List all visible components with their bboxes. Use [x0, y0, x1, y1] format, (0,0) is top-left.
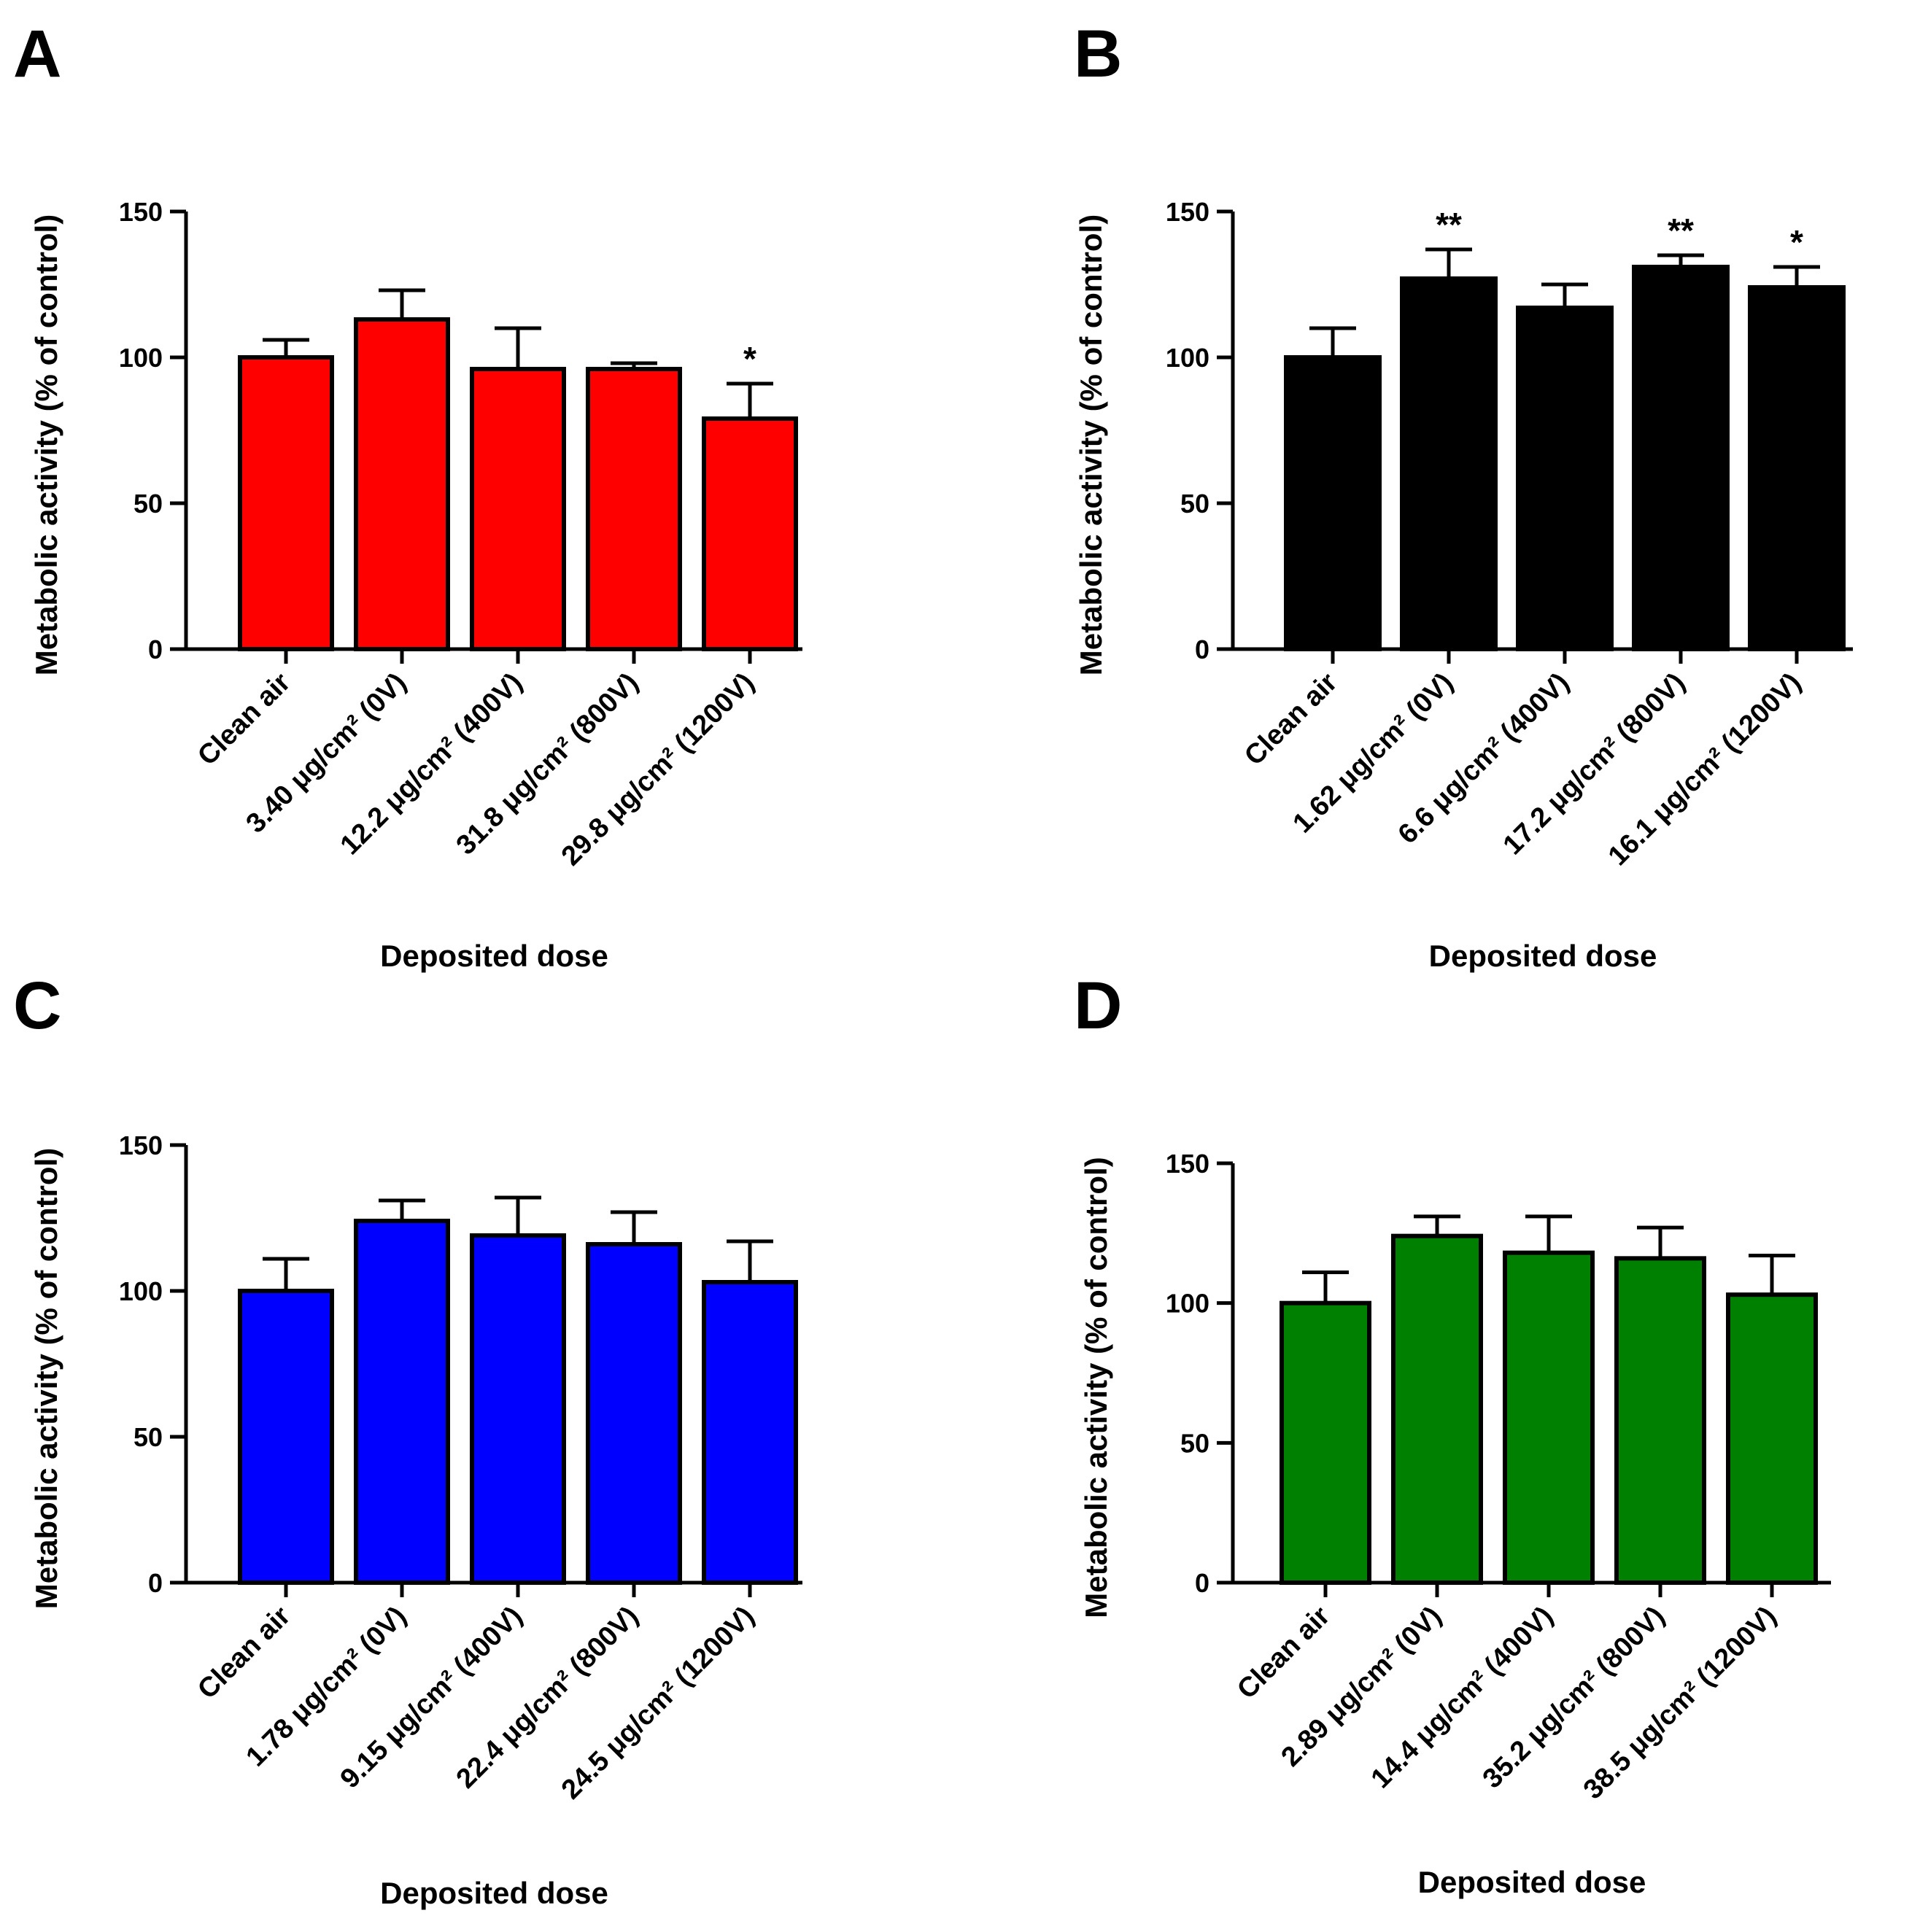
panel-d-letter: D: [1074, 969, 1122, 1043]
panel-b-bar-5: [1748, 285, 1846, 651]
panel-b-ytick-label-0: 0: [1195, 635, 1209, 664]
panel-b-letter: B: [1074, 17, 1122, 91]
panel-d-ytick-label-100: 100: [1166, 1289, 1209, 1319]
panel-d-ytick-label-150: 150: [1166, 1149, 1209, 1179]
panel-d-ytick-label-50: 50: [1180, 1428, 1209, 1458]
panel-c-category-label-1: Clean air: [192, 1601, 296, 1705]
panel-b-ytick-label-100: 100: [1166, 343, 1209, 373]
panel-d-y-axis-title: Metabolic activity (% of control): [1079, 1157, 1113, 1618]
panel-d-category-label-3: 14.4 μg/cm² (400V): [1366, 1601, 1560, 1795]
panel-d-category-label-5: 38.5 μg/cm² (1200V): [1578, 1601, 1783, 1806]
panel-d-bar-3: [1503, 1250, 1595, 1585]
panel-c-ytick-label-150: 150: [119, 1130, 163, 1160]
panel-b-significance-4: **: [1668, 212, 1694, 249]
panel-b-bar-1: [1284, 355, 1382, 651]
panel-b-significance-2: **: [1436, 206, 1462, 244]
panel-c-bar-2: [354, 1219, 450, 1585]
panel-a-ytick-label-0: 0: [148, 635, 163, 664]
panel-d-bar-5: [1726, 1292, 1818, 1585]
panel-a-letter: A: [13, 17, 61, 91]
panel-a-category-label-5: 29.8 μg/cm² (1200V): [556, 667, 761, 872]
panel-d-errorbar-2: [1414, 1214, 1460, 1236]
panel-b-ytick-label-50: 50: [1180, 489, 1209, 519]
panel-a-bar-2: [354, 317, 450, 651]
panel-c-errorbar-3: [495, 1195, 541, 1235]
panel-c-letter: C: [13, 969, 61, 1043]
panel-c-errorbar-1: [263, 1257, 309, 1291]
panel-a-bar-5: [702, 416, 798, 651]
panel-a-bar-1: [238, 355, 334, 651]
panel-c-ytick-label-0: 0: [148, 1568, 163, 1598]
panel-c-ytick-label-100: 100: [119, 1276, 163, 1306]
panel-b-errorbar-4: [1657, 253, 1704, 267]
panel-b-errorbar-3: [1541, 282, 1588, 308]
panel-b-significance-5: *: [1790, 223, 1803, 261]
panel-d-bar-1: [1280, 1300, 1371, 1585]
panel-d-bar-2: [1391, 1233, 1483, 1585]
panel-c-bar-4: [586, 1242, 682, 1585]
panel-a-bar-4: [586, 367, 682, 651]
panel-c-x-axis-title: Deposited dose: [380, 1876, 608, 1910]
panel-b-bar-2: [1400, 276, 1498, 651]
panel-d-ytick-label-0: 0: [1195, 1568, 1209, 1598]
panel-a-significance-5: *: [743, 340, 756, 378]
panel-d-x-axis-title: Deposited dose: [1418, 1865, 1646, 1899]
panel-d-bar-4: [1614, 1256, 1706, 1586]
panel-b-bar-3: [1516, 306, 1614, 651]
panel-d-category-label-4: 35.2 μg/cm² (800V): [1477, 1601, 1671, 1795]
panel-d-errorbar-4: [1637, 1225, 1684, 1259]
panel-c-category-label-5: 24.5 μg/cm² (1200V): [556, 1601, 761, 1806]
panel-b-errorbar-2: [1425, 247, 1472, 279]
panel-a-y-axis-title: Metabolic activity (% of control): [29, 214, 63, 675]
panel-a-errorbar-3: [495, 326, 541, 369]
panel-d-errorbar-5: [1749, 1254, 1795, 1295]
panel-d-errorbar-1: [1302, 1270, 1349, 1303]
panel-a-errorbar-1: [263, 338, 309, 357]
panel-a-bar-3: [470, 367, 566, 651]
panel-a-errorbar-2: [379, 288, 425, 319]
panel-c-errorbar-5: [727, 1239, 773, 1282]
panel-b-errorbar-5: [1773, 265, 1820, 287]
panel-b-y-axis-title: Metabolic activity (% of control): [1074, 214, 1108, 675]
panel-d-category-label-1: Clean air: [1231, 1601, 1336, 1705]
panel-a-category-label-1: Clean air: [192, 667, 296, 772]
panel-c-y-axis-title: Metabolic activity (% of control): [29, 1148, 63, 1609]
panel-a-errorbar-4: [611, 361, 657, 369]
panel-b-errorbar-1: [1309, 326, 1356, 357]
panel-b-bar-4: [1632, 265, 1730, 651]
panel-d-errorbar-3: [1525, 1214, 1572, 1253]
panel-c-bar-1: [238, 1289, 334, 1585]
panel-a-x-axis-title: Deposited dose: [380, 939, 608, 973]
panel-c-errorbar-2: [379, 1198, 425, 1221]
panel-b-category-label-5: 16.1 μg/cm² (1200V): [1603, 667, 1808, 872]
panel-c-errorbar-4: [611, 1210, 657, 1244]
panel-a-errorbar-5: [727, 381, 773, 419]
panel-c-bar-3: [470, 1233, 566, 1585]
panel-a-ytick-label-100: 100: [119, 343, 163, 373]
panel-c-bar-5: [702, 1280, 798, 1585]
panel-b-category-label-1: Clean air: [1239, 667, 1343, 772]
panel-a-ytick-label-50: 50: [133, 489, 163, 519]
panel-a-ytick-label-150: 150: [119, 197, 163, 227]
panel-b-ytick-label-150: 150: [1166, 197, 1209, 227]
panel-b-x-axis-title: Deposited dose: [1429, 939, 1657, 973]
panel-c-ytick-label-50: 50: [133, 1422, 163, 1452]
